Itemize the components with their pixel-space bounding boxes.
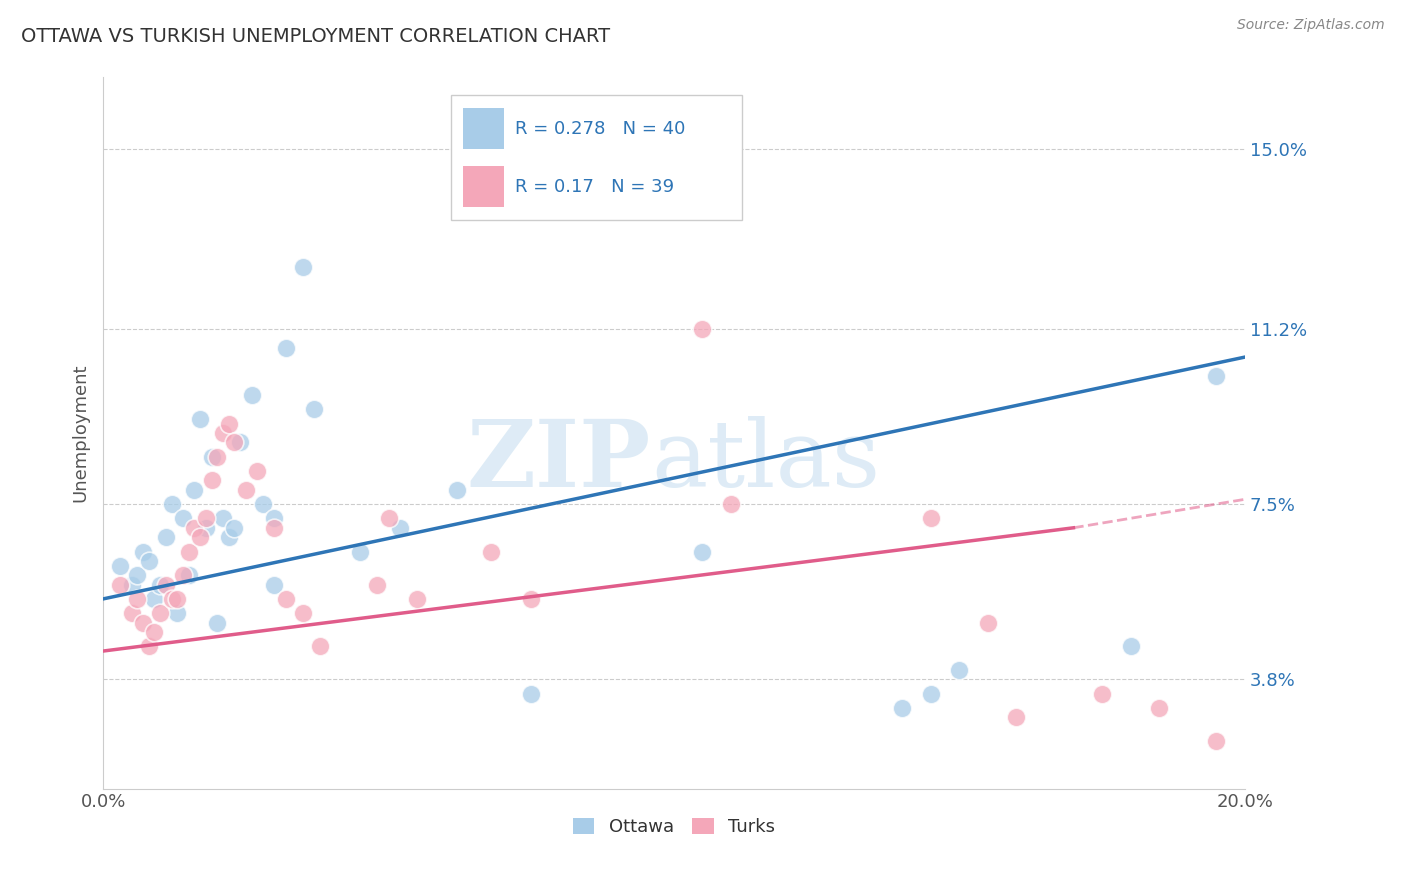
Point (920, 687, 942, 701)
Point (709, 179, 731, 194)
Point (948, 663, 970, 677)
Point (224, 435, 246, 450)
Point (309, 640, 332, 654)
Point (1147, 701, 1170, 715)
Point (207, 450, 229, 464)
Point (143, 591, 166, 606)
Point (1091, 687, 1114, 701)
Point (263, 511, 285, 525)
Point (263, 577, 285, 591)
Point (1119, 640, 1142, 654)
Text: OTTAWA VS TURKISH UNEMPLOYMENT CORRELATION CHART: OTTAWA VS TURKISH UNEMPLOYMENT CORRELATI… (21, 27, 610, 45)
Point (212, 511, 235, 525)
Point (218, 417, 240, 431)
Point (240, 388, 263, 402)
Point (127, 591, 149, 606)
Y-axis label: Unemployment: Unemployment (72, 364, 89, 502)
Point (183, 521, 205, 535)
Point (246, 464, 269, 478)
Point (212, 425, 235, 440)
Point (138, 554, 160, 568)
Point (451, 165, 474, 179)
Point (194, 511, 217, 525)
Point (692, 544, 714, 558)
Point (155, 577, 177, 591)
Point (235, 483, 257, 497)
Point (291, 260, 314, 274)
Point (177, 544, 200, 558)
Point (160, 497, 183, 511)
Point (520, 687, 543, 701)
Point (166, 606, 188, 620)
Point (446, 483, 468, 497)
Point (1005, 710, 1028, 724)
Point (155, 530, 177, 544)
Text: Source: ZipAtlas.com: Source: ZipAtlas.com (1237, 18, 1385, 32)
Point (291, 606, 314, 620)
Point (166, 591, 188, 606)
Point (377, 511, 399, 525)
Point (479, 544, 502, 558)
Point (252, 497, 274, 511)
Point (406, 591, 429, 606)
Point (1205, 369, 1227, 384)
Point (110, 577, 132, 591)
Point (692, 321, 714, 335)
Point (121, 606, 143, 620)
Legend: Ottawa, Turks: Ottawa, Turks (565, 811, 782, 844)
Point (143, 625, 166, 640)
Point (127, 568, 149, 582)
Point (172, 568, 194, 582)
Point (200, 450, 222, 464)
Point (132, 544, 155, 558)
Point (121, 577, 143, 591)
Point (920, 511, 942, 525)
Point (224, 521, 246, 535)
Point (274, 591, 297, 606)
Point (138, 640, 160, 654)
Point (188, 411, 211, 425)
Point (274, 341, 297, 355)
Point (218, 530, 240, 544)
Point (194, 521, 217, 535)
Point (172, 511, 194, 525)
Point (366, 577, 388, 591)
Point (720, 497, 742, 511)
Point (149, 606, 172, 620)
Text: atlas: atlas (651, 417, 880, 507)
Point (200, 474, 222, 488)
Point (388, 521, 411, 535)
Point (229, 435, 252, 450)
Point (977, 615, 1000, 630)
Point (349, 544, 371, 558)
Point (110, 558, 132, 573)
Point (891, 701, 914, 715)
Point (160, 591, 183, 606)
Point (183, 483, 205, 497)
Point (132, 615, 155, 630)
Point (177, 568, 200, 582)
Point (263, 521, 285, 535)
Point (207, 615, 229, 630)
Point (188, 530, 211, 544)
Point (1205, 734, 1227, 748)
Point (304, 402, 326, 417)
Text: ZIP: ZIP (467, 417, 651, 507)
Point (149, 577, 172, 591)
Point (520, 591, 543, 606)
